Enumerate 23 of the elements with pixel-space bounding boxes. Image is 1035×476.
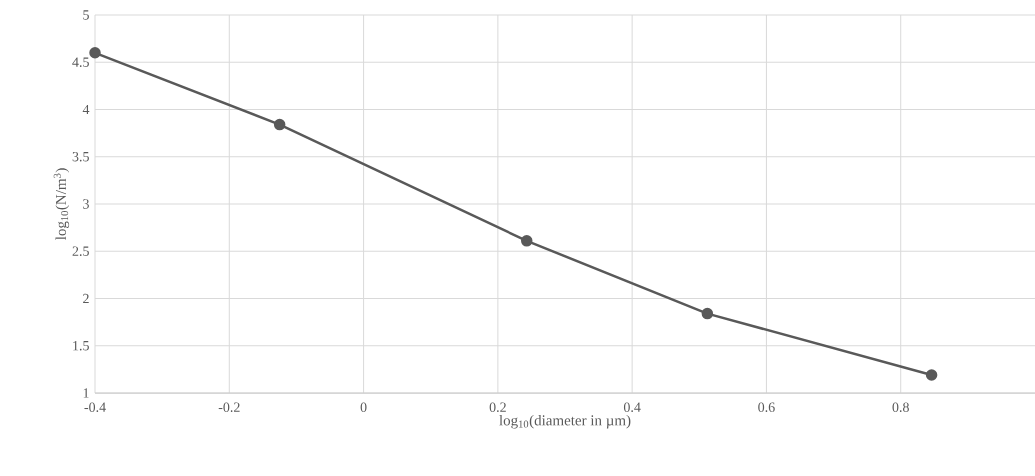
y-axis-title: log$_{10}$(N/m$^{3}$)	[53, 168, 70, 240]
y-tick-label: 3	[83, 199, 89, 209]
y-tick-label: 2.5	[72, 246, 89, 256]
y-tick-label: 4.5	[72, 57, 89, 67]
y-tick-label: 2	[83, 293, 89, 304]
x-axis-title: log$_{10}$(diameter in µm)	[499, 414, 631, 429]
y-tick-label: 3.5	[72, 152, 89, 162]
point	[701, 307, 714, 320]
point	[520, 235, 533, 247]
point	[89, 47, 101, 59]
x-tick-label: 0.2	[489, 402, 506, 413]
y-tick-label: 1.5	[73, 341, 89, 351]
point	[273, 118, 286, 131]
x-tick-label: 0	[360, 402, 367, 412]
point	[925, 369, 938, 381]
x-tick-label: 0.4	[623, 402, 641, 413]
y-tick-label: 5	[83, 10, 89, 20]
x-tick-label: -0.2	[218, 402, 240, 413]
x-tick-label: 0.6	[758, 402, 775, 413]
x-tick-label: -0.4	[84, 402, 106, 413]
x-tick-label: 0.8	[892, 402, 909, 413]
y-tick-label: 4	[82, 104, 90, 115]
y-tick-label: 1	[83, 388, 89, 398]
